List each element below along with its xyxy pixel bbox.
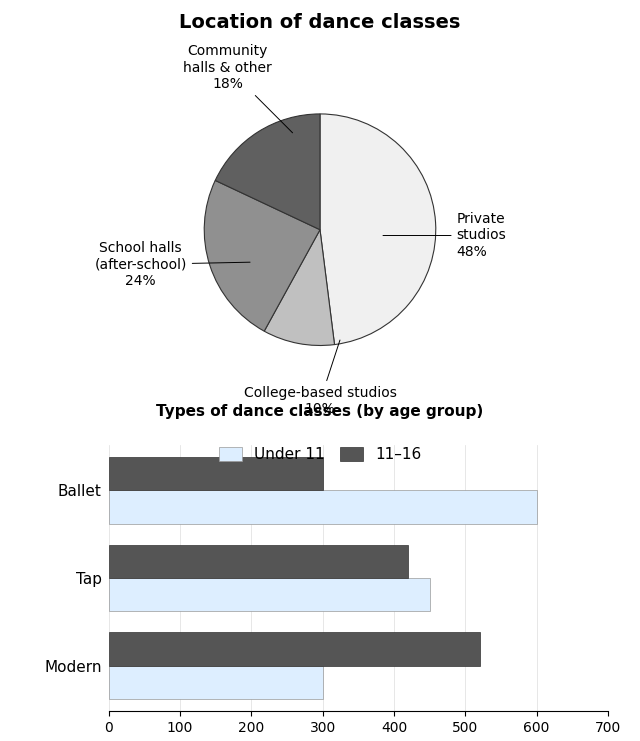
Bar [109, 666, 323, 700]
Text: Types of dance classes (by age group): Types of dance classes (by age group) [156, 404, 484, 419]
Wedge shape [320, 114, 436, 345]
Bar [109, 490, 537, 523]
Bar [109, 545, 408, 578]
Bar [109, 456, 323, 490]
Wedge shape [204, 180, 320, 331]
Title: Location of dance classes: Location of dance classes [179, 13, 461, 32]
Wedge shape [264, 230, 335, 345]
Text: Community
halls & other
18%: Community halls & other 18% [183, 44, 292, 133]
Bar [109, 578, 429, 611]
Text: School halls
(after-school)
24%: School halls (after-school) 24% [94, 242, 250, 288]
Text: College-based studios
10%: College-based studios 10% [244, 340, 396, 416]
Bar [109, 633, 479, 666]
Text: Private
studios
48%: Private studios 48% [383, 213, 506, 259]
Legend: Under 11, 11–16: Under 11, 11–16 [212, 441, 428, 468]
Wedge shape [215, 114, 320, 230]
